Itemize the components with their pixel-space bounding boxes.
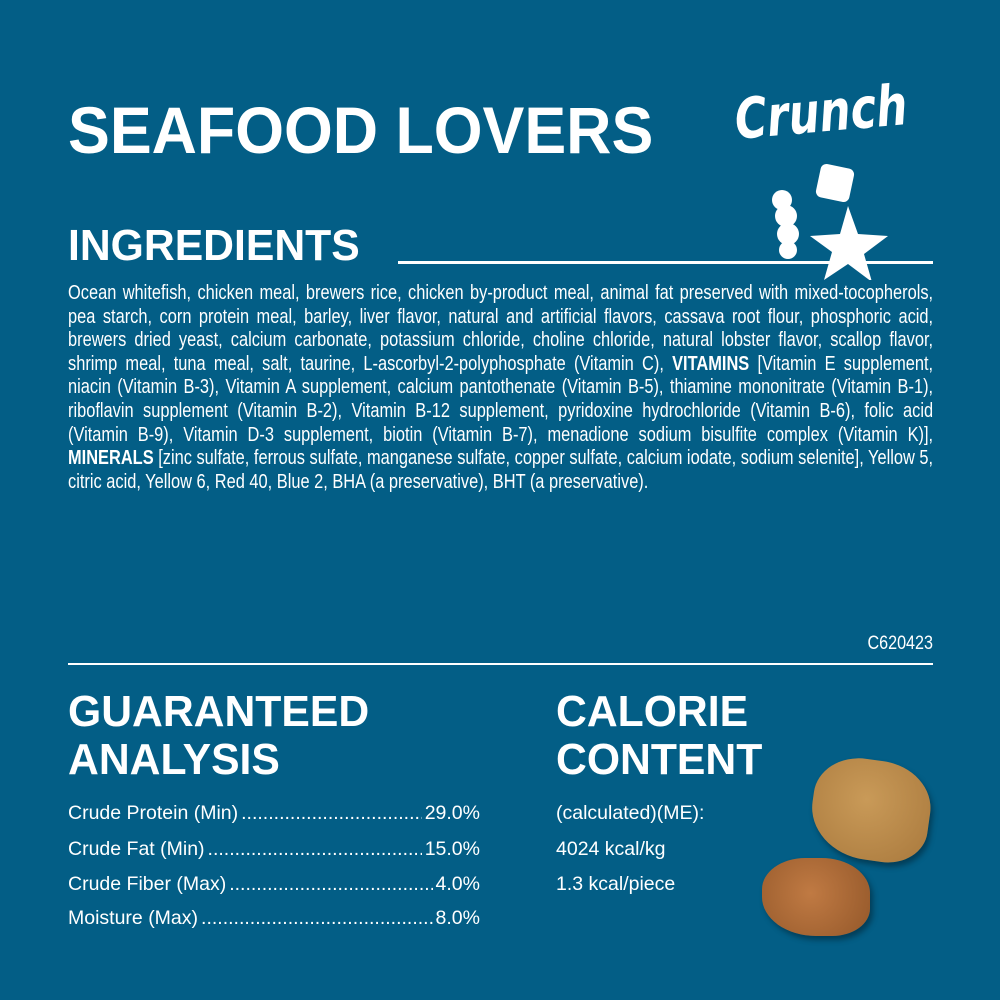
calorie-line: 1.3 kcal/piece <box>556 873 676 895</box>
ingredients-segment: [Vitamin E supplement, niacin (Vitamin B… <box>68 352 934 446</box>
minerals-label: MINERALS <box>68 447 154 470</box>
product-subtitle: Crunch <box>732 73 910 153</box>
vitamins-label: VITAMINS <box>672 352 750 375</box>
ingredients-segment: [zinc sulfate, ferrous sulfate, manganes… <box>68 447 934 493</box>
product-title: SEAFOOD LOVERS <box>68 93 654 167</box>
kibble-fish-image <box>762 858 870 936</box>
analysis-value: 15.0% <box>424 838 480 860</box>
heading-line: CONTENT <box>556 735 763 784</box>
calorie-line: (calculated)(ME): <box>556 802 705 824</box>
guaranteed-analysis-heading: GUARANTEED ANALYSIS <box>68 688 369 784</box>
analysis-row: Crude Protein (Min) 29.0% <box>68 802 480 825</box>
heading-line: ANALYSIS <box>68 735 280 784</box>
analysis-row: Crude Fat (Min) 15.0% <box>68 838 480 861</box>
analysis-row: Moisture (Max) 8.0% <box>68 907 480 930</box>
product-code: C620423 <box>867 633 933 654</box>
analysis-label: Moisture (Max) <box>68 907 199 929</box>
analysis-row: Crude Fiber (Max) 4.0% <box>68 873 480 896</box>
analysis-value: 4.0% <box>435 873 480 895</box>
analysis-value: 29.0% <box>424 802 480 824</box>
heading-rule <box>398 261 933 264</box>
ingredients-segment: Ocean whitefish, chicken meal, brewers r… <box>68 282 934 375</box>
analysis-label: Crude Protein (Min) <box>68 802 239 824</box>
analysis-label: Crude Fat (Min) <box>68 838 205 860</box>
analysis-value: 8.0% <box>435 907 480 929</box>
analysis-label: Crude Fiber (Max) <box>68 873 227 895</box>
section-divider <box>68 663 933 665</box>
heading-line: GUARANTEED <box>68 687 370 736</box>
kibble-shell-image <box>805 752 937 868</box>
calorie-content-heading: CALORIE CONTENT <box>556 688 762 784</box>
ingredients-text: Ocean whitefish, chicken meal, brewers r… <box>68 282 933 494</box>
ingredients-heading: INGREDIENTS <box>68 221 360 270</box>
calorie-line: 4024 kcal/kg <box>556 838 666 860</box>
heading-line: CALORIE <box>556 687 749 736</box>
